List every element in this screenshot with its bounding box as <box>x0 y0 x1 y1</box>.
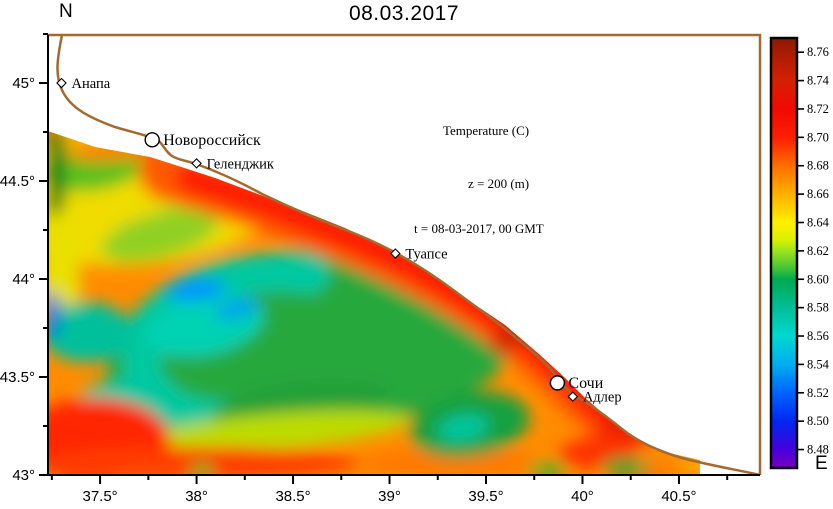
city-label: Туапсе <box>405 247 447 263</box>
city-label: Геленджик <box>207 156 275 172</box>
colorbar-tick-label: 8.74 <box>807 74 830 88</box>
annotation-depth: z = 200 (m) <box>468 176 530 191</box>
colorbar-tick-label: 8.68 <box>807 159 829 173</box>
field-blobs <box>48 131 700 474</box>
field-blob <box>101 208 219 262</box>
colorbar-tick-label: 8.72 <box>807 102 829 116</box>
field-blob <box>130 410 410 454</box>
x-tick-label: 40° <box>571 488 594 505</box>
field-blob <box>528 463 568 474</box>
colorbar-tick-label: 8.70 <box>807 130 829 144</box>
field-blob <box>48 447 360 474</box>
colorbar-tick-label: 8.48 <box>807 443 829 457</box>
field-blob <box>437 414 489 442</box>
field-blob <box>48 133 64 233</box>
city-marker-diamond <box>567 391 579 402</box>
compass-east-label: E <box>815 453 828 474</box>
x-tick-label: 38.5° <box>275 488 310 505</box>
annotation-time: t = 08-03-2017, 00 GMT <box>414 221 544 236</box>
temperature-field <box>48 131 700 474</box>
city-marker-diamond <box>56 77 67 89</box>
x-tick-label: 38° <box>185 488 208 505</box>
axes <box>39 33 760 484</box>
x-tick-label: 40.5° <box>661 488 696 505</box>
colorbar-tick-label: 8.60 <box>807 272 829 286</box>
colorbar-tick-label: 8.50 <box>807 414 829 428</box>
colorbar-tick-label: 8.76 <box>807 45 829 59</box>
field-blob <box>635 443 685 467</box>
city-marker-diamond <box>191 158 202 169</box>
compass-north-label: N <box>59 1 73 22</box>
field-blob <box>166 278 226 302</box>
y-tick-label: 44.5° <box>0 173 35 190</box>
colorbar-gradient <box>769 36 799 470</box>
y-tick-label: 44° <box>12 271 35 288</box>
map-frame-brown <box>48 33 762 475</box>
annotation-variable: Temperature (C) <box>443 123 530 138</box>
city-label: Новороссийск <box>163 132 261 149</box>
field-blob <box>122 253 329 439</box>
city-label: Адлер <box>583 390 622 406</box>
colorbar-tick-label: 8.54 <box>807 357 830 371</box>
city-marker-diamond <box>390 248 401 259</box>
colorbar: 8.76 8.74 8.72 8.70 8.68 8.66 8.64 8.62 8.60 8.58… <box>769 36 830 470</box>
field-blob <box>188 464 216 474</box>
colorbar-tick-label: 8.58 <box>807 301 829 315</box>
field-blob <box>360 448 540 474</box>
y-tick-label: 45° <box>12 75 35 92</box>
x-tick-label: 39° <box>378 488 401 505</box>
city-label: Сочи <box>568 375 603 392</box>
y-tick-label: 43° <box>12 467 35 484</box>
field-blob <box>215 298 259 320</box>
colorbar-tick-label: 8.66 <box>807 187 829 201</box>
colorbar-tick-label: 8.62 <box>807 244 829 258</box>
page-title: 08.03.2017 <box>348 2 460 25</box>
city-label: Анапа <box>72 76 111 92</box>
city-marker-circle <box>549 375 566 391</box>
city-marker-circle <box>144 132 160 148</box>
colorbar-tick-label: 8.56 <box>807 329 829 343</box>
x-tick-label: 37.5° <box>82 488 117 505</box>
y-tick-label: 43.5° <box>0 369 35 386</box>
city-markers: Анапа Новороссийск Геленджик Туапсе СочиАдле… <box>56 76 622 406</box>
x-tick-label: 39.5° <box>468 488 503 505</box>
field-blob <box>48 302 131 362</box>
colorbar-tick-label: 8.52 <box>807 386 829 400</box>
colorbar-tick-label: 8.64 <box>807 215 830 229</box>
